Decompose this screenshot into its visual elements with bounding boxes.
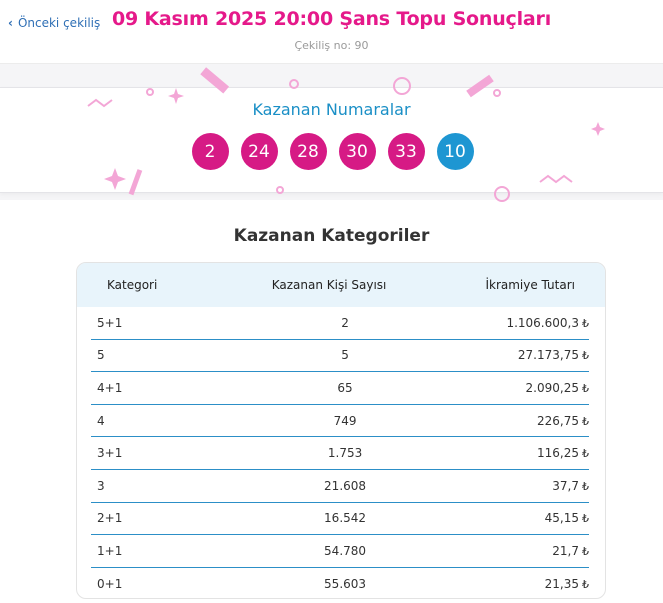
column-header-prize: İkramiye Tutarı (485, 278, 575, 292)
row-prize-amount: 226,75 ₺ (440, 414, 589, 428)
prize-value: 2.090,25 (525, 380, 579, 395)
row-category: 4 (97, 413, 105, 428)
row-category: 3+1 (97, 446, 123, 461)
prize-value: 21,35 (544, 577, 579, 592)
lira-icon: ₺ (581, 414, 589, 428)
lira-icon: ₺ (581, 316, 589, 330)
row-winner-count: 2 (341, 315, 349, 330)
number-ball: 30 (338, 133, 376, 170)
row-prize-amount: 37,7 ₺ (440, 479, 589, 493)
prize-value: 37,7 (552, 478, 579, 493)
winning-numbers: 2 24 28 30 33 10 (0, 133, 663, 170)
row-prize-amount: 116,25 ₺ (440, 446, 589, 460)
row-prize-amount: 27.173,75 ₺ (440, 348, 589, 362)
table-header: Kategori Kazanan Kişi Sayısı İkramiye Tu… (77, 263, 605, 307)
categories-title: Kazanan Kategoriler (233, 226, 430, 246)
table-body: 5+1 2 1.106.600,3 ₺ 5 5 27.173,75 ₺ 4+1 65 2.090,2… (77, 307, 605, 598)
table-row: 4 749 226,75 ₺ (91, 405, 589, 438)
row-category: 0+1 (97, 577, 123, 592)
page-header: ‹ Önceki çekiliş 09 Kasım 2025 20:00 Şan… (0, 0, 663, 64)
page-title: 09 Kasım 2025 20:00 Şans Topu Sonuçları (111, 8, 552, 30)
row-category: 5+1 (97, 315, 123, 330)
table-row: 3 21.608 37,7 ₺ (91, 470, 589, 503)
row-category: 2+1 (97, 511, 123, 526)
table-row: 3+1 1.753 116,25 ₺ (91, 437, 589, 470)
row-prize-amount: 1.106.600,3 ₺ (440, 316, 589, 330)
previous-draw-label: Önceki çekiliş (17, 16, 101, 30)
column-header-winners: Kazanan Kişi Sayısı (271, 278, 387, 292)
lira-icon: ₺ (581, 447, 589, 461)
table-row: 1+1 54.780 21,7 ₺ (91, 535, 589, 568)
number-ball: 33 (387, 133, 425, 170)
row-prize-amount: 21,35 ₺ (440, 577, 589, 591)
table-row: 2+1 16.542 45,15 ₺ (91, 503, 589, 536)
number-ball: 2 (191, 133, 229, 170)
number-ball: 28 (289, 133, 327, 170)
row-winner-count: 65 (337, 380, 353, 395)
row-prize-amount: 21,7 ₺ (440, 544, 589, 558)
row-winner-count: 1.753 (327, 446, 363, 461)
prize-value: 116,25 (536, 446, 579, 461)
row-winner-count: 21.608 (324, 478, 367, 493)
lira-icon: ₺ (581, 578, 589, 592)
row-category: 4+1 (97, 380, 123, 395)
table-row: 4+1 65 2.090,25 ₺ (91, 372, 589, 405)
lira-icon: ₺ (581, 349, 589, 363)
lira-icon: ₺ (581, 479, 589, 493)
row-winner-count: 5 (341, 348, 349, 363)
prize-value: 27.173,75 (517, 348, 579, 363)
bonus-number-ball: 10 (436, 133, 474, 170)
table-row: 5 5 27.173,75 ₺ (91, 340, 589, 373)
prize-categories-table: Kategori Kazanan Kişi Sayısı İkramiye Tu… (76, 262, 606, 599)
row-category: 3 (97, 478, 105, 493)
row-winner-count: 54.780 (324, 543, 367, 558)
draw-number: Çekiliş no: 90 (294, 39, 369, 52)
lira-icon: ₺ (581, 512, 589, 526)
table-row: 5+1 2 1.106.600,3 ₺ (91, 307, 589, 340)
row-winner-count: 16.542 (324, 511, 367, 526)
row-winner-count: 749 (333, 413, 357, 428)
row-category: 1+1 (97, 543, 123, 558)
number-ball: 24 (240, 133, 278, 170)
prize-value: 21,7 (552, 543, 579, 558)
prize-value: 1.106.600,3 (506, 315, 579, 330)
column-header-category: Kategori (107, 278, 158, 292)
row-category: 5 (97, 348, 105, 363)
prize-value: 226,75 (536, 413, 579, 428)
prize-value: 45,15 (544, 511, 579, 526)
winning-numbers-title: Kazanan Numaralar (252, 100, 411, 119)
previous-draw-link[interactable]: ‹ Önceki çekiliş (8, 16, 100, 30)
chevron-left-icon: ‹ (8, 16, 13, 30)
row-prize-amount: 2.090,25 ₺ (440, 381, 589, 395)
lira-icon: ₺ (581, 381, 589, 395)
row-prize-amount: 45,15 ₺ (440, 511, 589, 525)
lira-icon: ₺ (581, 544, 589, 558)
table-row: 0+1 55.603 21,35 ₺ (91, 568, 589, 598)
row-winner-count: 55.603 (324, 577, 367, 592)
